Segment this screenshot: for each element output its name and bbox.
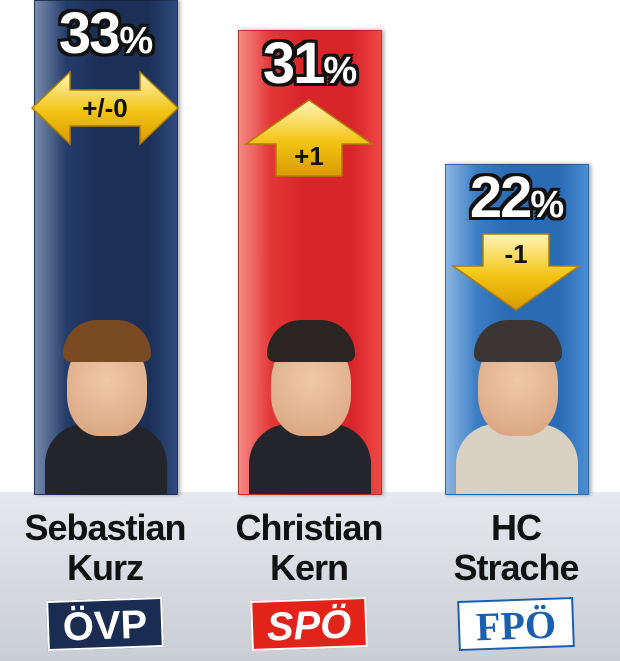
candidate-hair-kurz — [63, 320, 151, 362]
party-logo-kurz: ÖVP — [46, 596, 164, 652]
candidate-name-line1-kern: Christian — [235, 507, 383, 548]
party-logo-strache: FPÖ — [457, 596, 575, 652]
percent-sign-strache: % — [530, 184, 564, 226]
percent-label-strache: 22% — [439, 166, 593, 237]
change-arrow-shape-kern — [243, 99, 375, 177]
candidate-name-line2-strache: Strache — [453, 547, 579, 588]
percent-value-strache: 22 — [469, 165, 532, 230]
change-label-kern: +1 — [294, 141, 324, 171]
change-label-kurz: +/-0 — [82, 93, 128, 123]
candidate-name-line2-kurz: Kurz — [67, 547, 144, 588]
bar-strache — [445, 164, 589, 495]
percent-value-kurz: 33 — [58, 1, 121, 66]
percent-sign-kern: % — [323, 50, 357, 92]
change-arrow-kurz — [30, 70, 180, 146]
candidate-name-line1-kurz: Sebastian — [24, 507, 186, 548]
change-label-strache: -1 — [504, 239, 528, 269]
candidate-hair-strache — [474, 320, 562, 362]
candidate-name-line1-strache: HC — [491, 507, 542, 548]
party-logo-kern: SPÖ — [250, 596, 368, 652]
change-arrow-shape-strache — [450, 233, 582, 311]
percent-label-kurz: 33% — [28, 2, 182, 73]
change-arrow-shape-kurz — [30, 70, 180, 146]
percent-value-kern: 31 — [262, 31, 325, 96]
percent-sign-kurz: % — [119, 20, 153, 62]
change-arrow-strache — [450, 233, 582, 311]
candidate-hair-kern — [267, 320, 355, 362]
change-arrow-kern — [243, 99, 375, 177]
candidate-name-line2-kern: Kern — [269, 547, 349, 588]
bar-shine-kern — [239, 31, 271, 494]
percent-label-kern: 31% — [232, 32, 386, 103]
